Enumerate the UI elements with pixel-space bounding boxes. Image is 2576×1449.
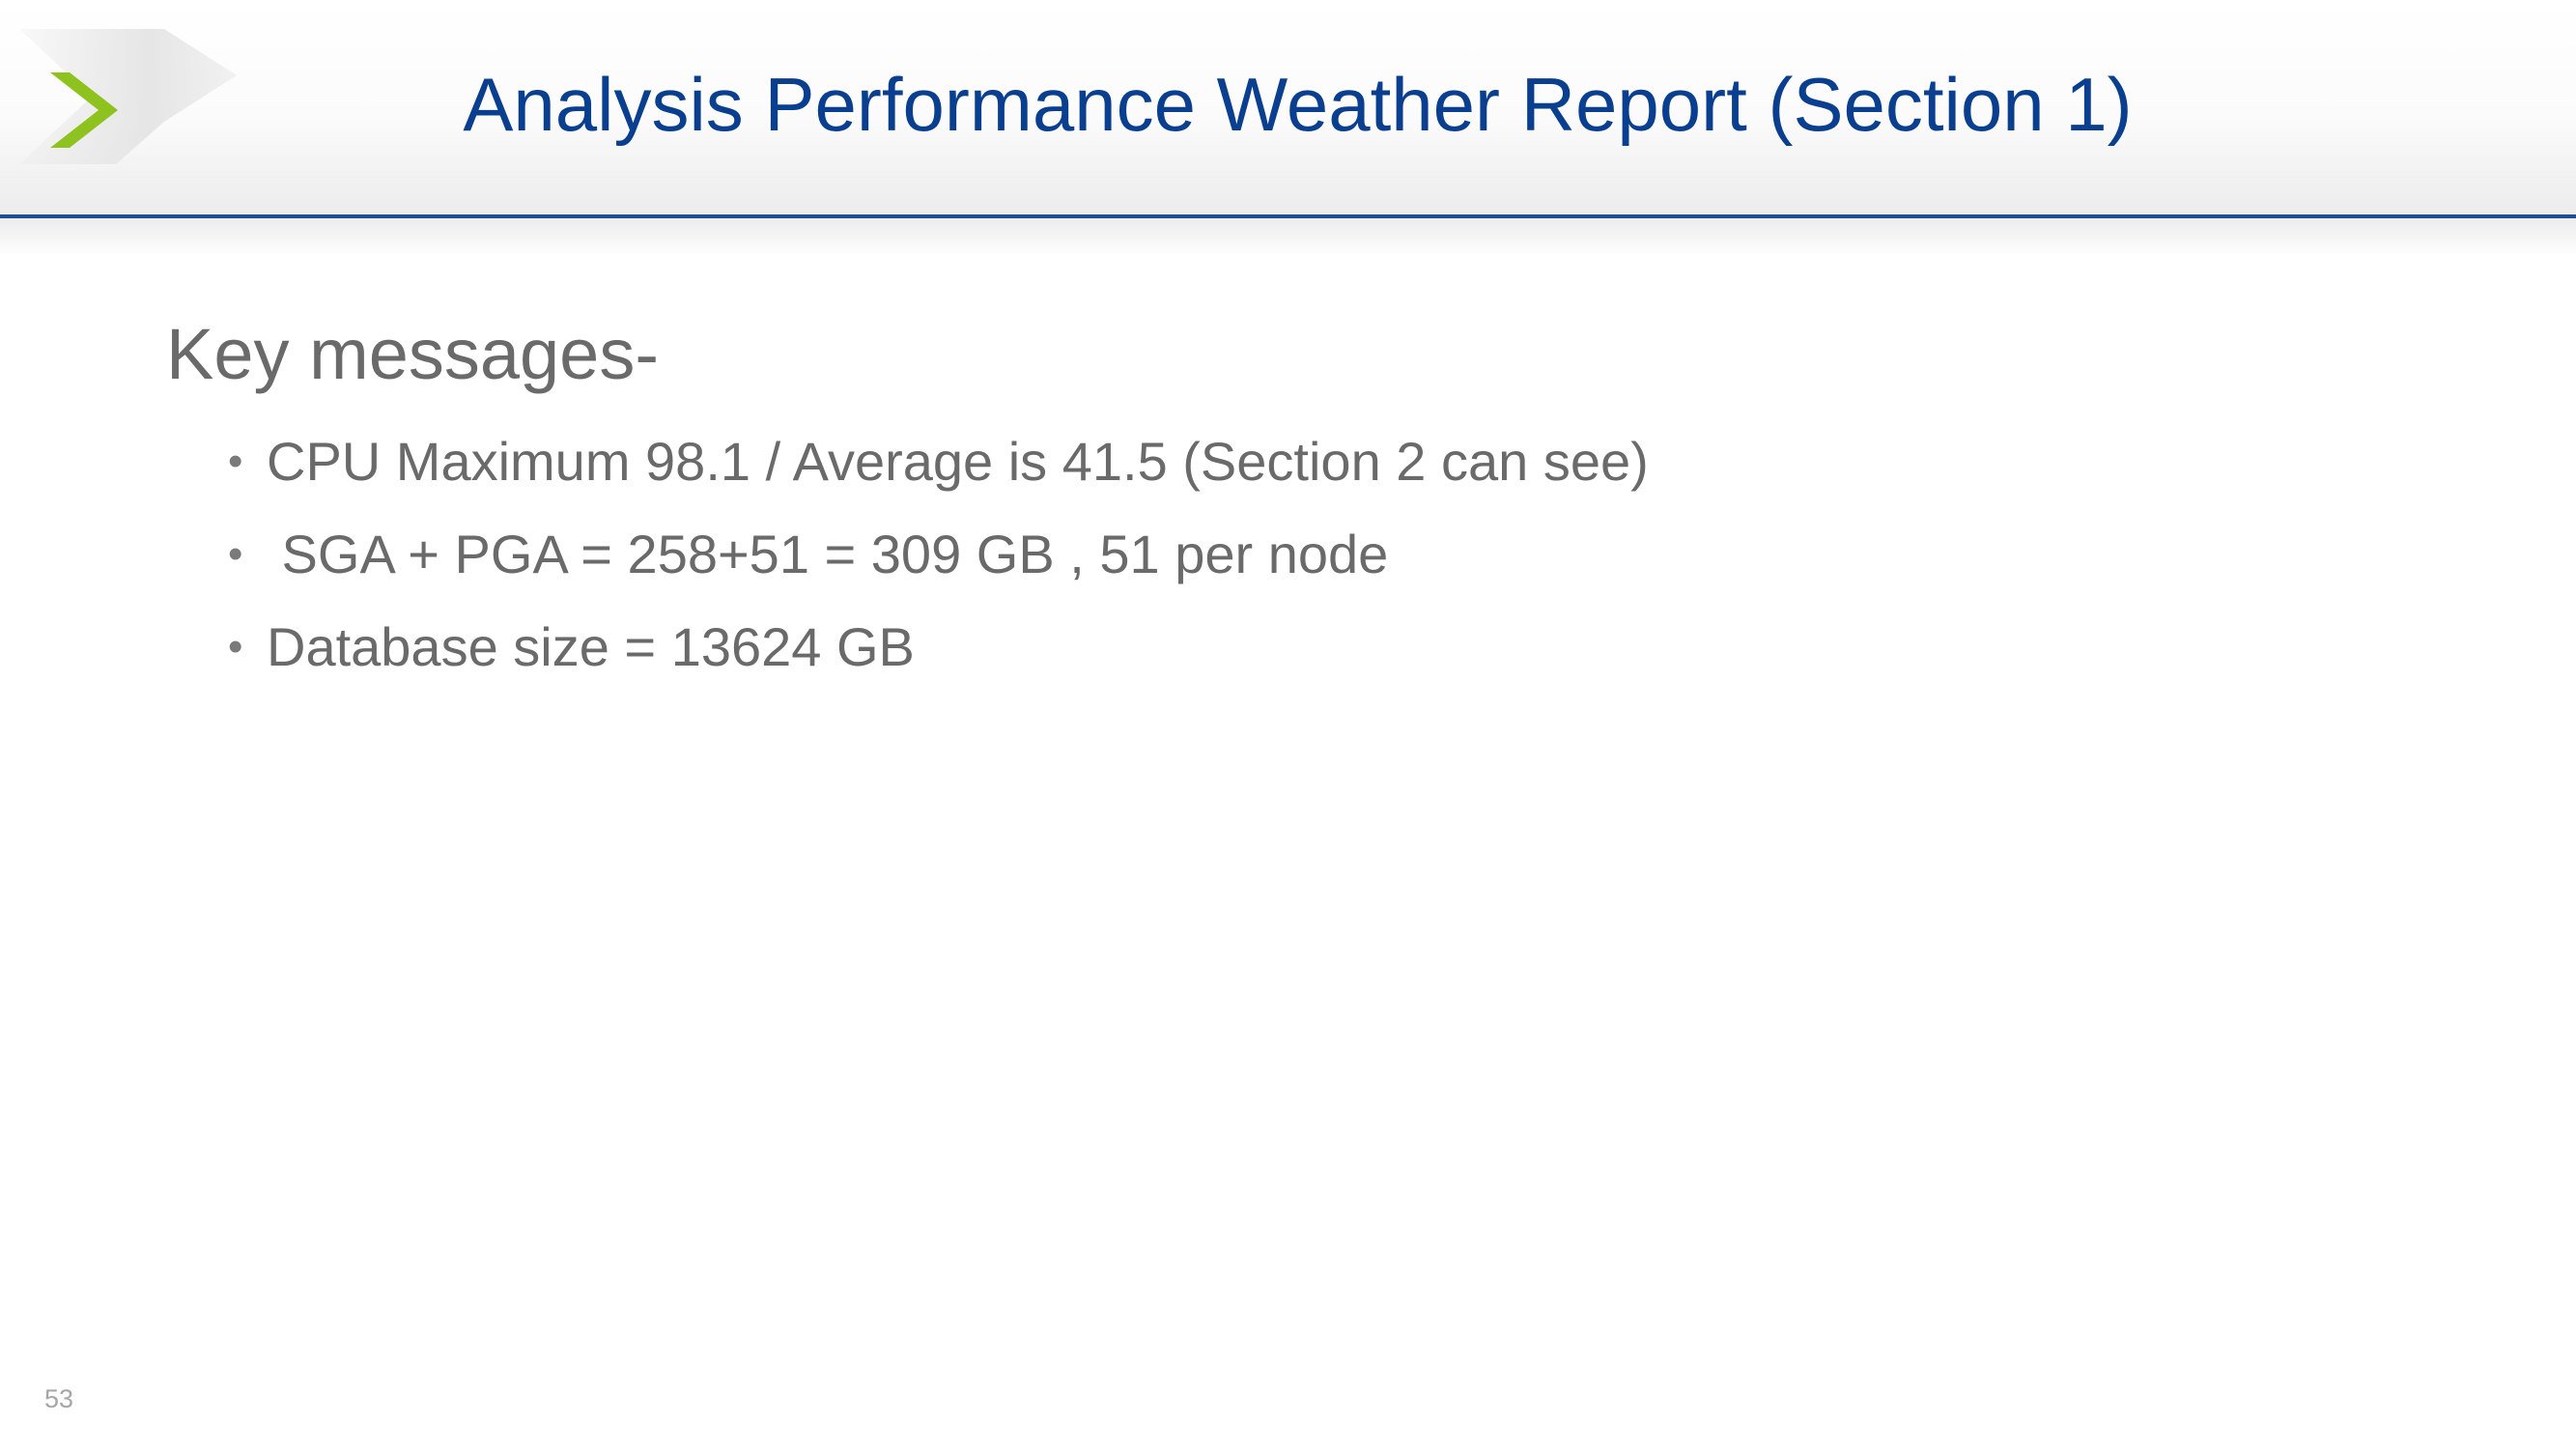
list-item: • Database size = 13624 GB xyxy=(222,609,915,701)
header-divider xyxy=(0,214,2576,218)
list-item: • SGA + PGA = 258+51 = 309 GB , 51 per n… xyxy=(222,516,1388,609)
bullet-dot-icon: • xyxy=(228,530,243,578)
key-messages-list: • CPU Maximum 98.1 / Average is 41.5 (Se… xyxy=(222,423,1649,701)
bullet-text: SGA + PGA = 258+51 = 309 GB , 51 per nod… xyxy=(267,524,1389,584)
bullet-text: Database size = 13624 GB xyxy=(267,616,915,677)
chevron-logo-icon xyxy=(19,29,237,164)
bullet-dot-icon: • xyxy=(228,623,243,670)
bullet-text: CPU Maximum 98.1 / Average is 41.5 (Sect… xyxy=(267,431,1649,492)
list-item: • CPU Maximum 98.1 / Average is 41.5 (Se… xyxy=(222,423,1649,516)
header-divider-shadow xyxy=(0,218,2576,257)
key-messages-heading: Key messages- xyxy=(166,314,659,394)
bullet-dot-icon: • xyxy=(228,438,243,485)
page-number: 53 xyxy=(44,1384,74,1413)
slide-title: Analysis Performance Weather Report (Sec… xyxy=(463,62,2133,147)
slide-header: Analysis Performance Weather Report (Sec… xyxy=(0,0,2576,214)
